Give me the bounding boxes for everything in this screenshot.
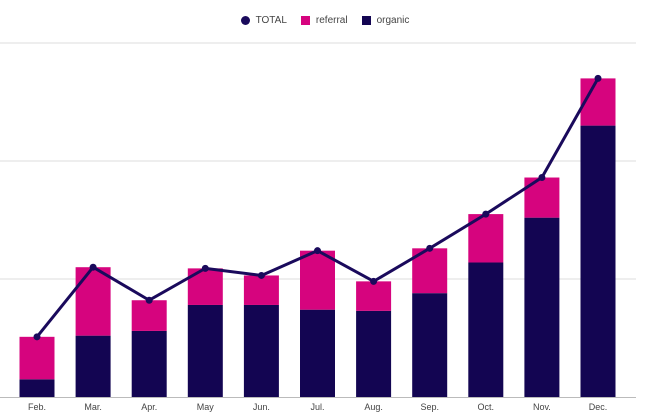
total-point-6[interactable] xyxy=(370,277,378,285)
legend-swatch-referral xyxy=(300,15,310,25)
total-point-7[interactable] xyxy=(426,244,434,252)
legend-label-organic: organic xyxy=(376,14,410,26)
legend-label-referral: referral xyxy=(315,14,348,26)
x-tick-label-3: May xyxy=(197,402,215,412)
total-point-10[interactable] xyxy=(594,74,602,82)
x-tick-label-7: Sep. xyxy=(420,402,439,412)
bar-referral-9[interactable] xyxy=(524,177,560,218)
bar-referral-2[interactable] xyxy=(131,300,167,331)
legend-item-referral[interactable]: referral xyxy=(300,14,348,26)
bar-referral-4[interactable] xyxy=(243,275,279,305)
total-point-8[interactable] xyxy=(482,210,490,218)
bar-organic-3[interactable] xyxy=(187,304,223,397)
bar-organic-2[interactable] xyxy=(131,330,167,397)
bar-organic-7[interactable] xyxy=(412,293,448,397)
legend-item-total[interactable]: TOTAL xyxy=(240,14,287,26)
bar-organic-4[interactable] xyxy=(243,304,279,397)
x-tick-label-8: Oct. xyxy=(478,402,495,412)
x-tick-label-9: Nov. xyxy=(533,402,551,412)
x-tick-label-2: Apr. xyxy=(141,402,157,412)
x-tick-label-1: Mar. xyxy=(84,402,102,412)
bar-organic-9[interactable] xyxy=(524,217,560,397)
x-tick-label-10: Dec. xyxy=(589,402,608,412)
legend-item-organic[interactable]: organic xyxy=(361,14,410,26)
x-tick-label-4: Jun. xyxy=(253,402,270,412)
total-point-2[interactable] xyxy=(145,296,153,304)
bar-referral-6[interactable] xyxy=(356,281,392,311)
bar-referral-0[interactable] xyxy=(19,336,55,380)
legend-swatch-organic xyxy=(361,15,371,25)
chart-legend: TOTAL referral organic xyxy=(0,12,650,28)
bar-organic-8[interactable] xyxy=(468,262,504,397)
x-tick-label-5: Jul. xyxy=(310,402,324,412)
legend-label-total: TOTAL xyxy=(255,14,287,26)
bar-organic-0[interactable] xyxy=(19,379,55,397)
bar-organic-10[interactable] xyxy=(580,125,616,397)
bar-referral-5[interactable] xyxy=(300,250,335,310)
total-point-9[interactable] xyxy=(538,174,546,182)
total-point-4[interactable] xyxy=(257,271,265,279)
legend-swatch-total xyxy=(240,15,250,25)
bar-organic-6[interactable] xyxy=(356,310,392,397)
x-tick-label-0: Feb. xyxy=(28,402,46,412)
total-point-1[interactable] xyxy=(89,263,97,271)
bar-organic-5[interactable] xyxy=(300,309,335,397)
total-point-3[interactable] xyxy=(201,264,209,272)
total-point-0[interactable] xyxy=(33,333,41,341)
total-point-5[interactable] xyxy=(314,247,321,255)
x-tick-label-6: Aug. xyxy=(364,402,383,412)
bar-organic-1[interactable] xyxy=(75,335,111,397)
bar-referral-1[interactable] xyxy=(75,267,111,336)
